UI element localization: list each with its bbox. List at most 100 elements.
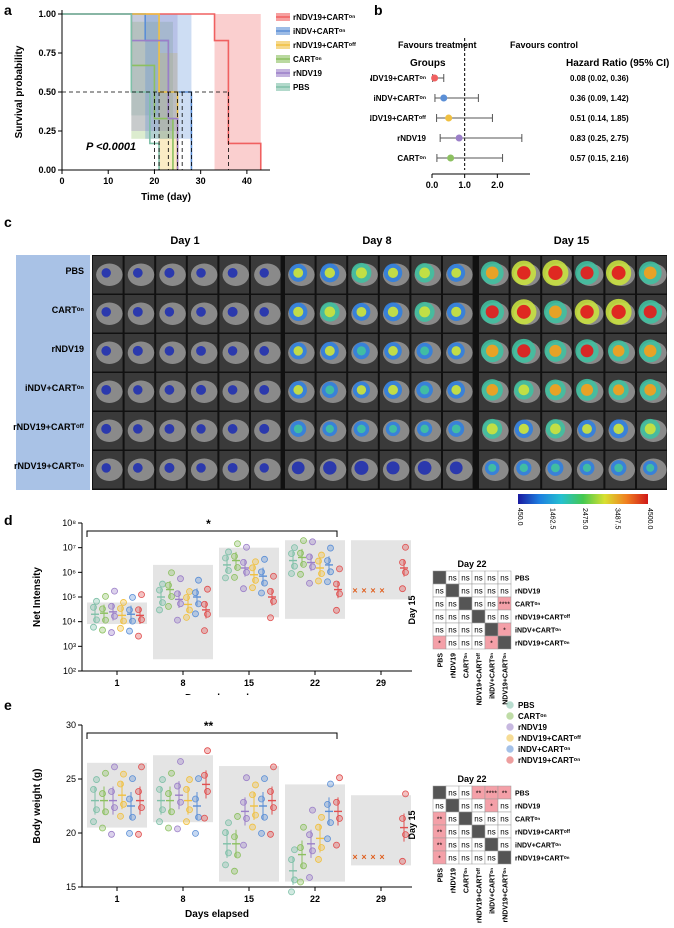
matrix-cell-text: * bbox=[490, 641, 493, 648]
matrix-cell-text: ns bbox=[448, 613, 456, 622]
data-point bbox=[300, 560, 307, 568]
matrix-cell-text: ** bbox=[437, 843, 443, 850]
significance-stars: ** bbox=[204, 719, 214, 733]
colorbar-tick-label: 3487.5 bbox=[614, 508, 621, 530]
data-point bbox=[183, 594, 190, 601]
data-point bbox=[288, 550, 295, 558]
signal-inner bbox=[549, 305, 562, 319]
data-point bbox=[252, 781, 259, 789]
signal-inner bbox=[516, 304, 531, 319]
signal-outer bbox=[227, 385, 238, 395]
data-point bbox=[120, 770, 127, 778]
x-axis-label: Time (day) bbox=[141, 192, 191, 203]
signal-outer bbox=[291, 461, 305, 475]
x-tick-label: 8 bbox=[180, 894, 185, 904]
y-tick-label: 0.75 bbox=[38, 48, 56, 58]
matrix-cell-text: ns bbox=[487, 828, 495, 837]
data-point bbox=[336, 815, 343, 822]
data-point bbox=[204, 610, 211, 618]
hr-text: 0.57 (0.15, 2.16) bbox=[570, 154, 629, 163]
signal-inner bbox=[614, 463, 623, 473]
matrix-cell-text: ns bbox=[461, 626, 469, 635]
y-tick-label: 15 bbox=[66, 882, 76, 892]
signal-inner bbox=[356, 346, 366, 356]
body-weight-chart: × × × × 15 20 25 30 1 8 15 22 29 Days elapsed Body wei… bbox=[32, 719, 412, 920]
data-point bbox=[108, 830, 115, 838]
data-point bbox=[222, 861, 229, 869]
data-point bbox=[165, 790, 172, 797]
data-point bbox=[177, 575, 184, 583]
matrix-cell-text: ns bbox=[461, 802, 469, 811]
data-point bbox=[126, 795, 133, 803]
x-tick-label: 22 bbox=[310, 678, 320, 688]
matrix-cell-text: ns bbox=[500, 613, 508, 622]
data-point bbox=[165, 603, 172, 610]
signal-outer bbox=[259, 423, 270, 434]
signal-inner bbox=[580, 344, 594, 358]
signal-outer bbox=[164, 267, 175, 278]
data-point bbox=[291, 544, 298, 552]
data-point bbox=[270, 597, 277, 605]
hazard-ratio-forest-plot: Favours treatment Favours control Groups Ha… bbox=[370, 38, 669, 190]
signal-outer bbox=[196, 345, 206, 356]
matrix-row-label: CARTᵒⁿ bbox=[515, 817, 540, 824]
data-point bbox=[90, 785, 97, 793]
signal-inner bbox=[549, 384, 562, 396]
matrix-row-label: CARTᵒⁿ bbox=[515, 602, 540, 609]
data-point bbox=[117, 780, 124, 788]
death-marker: × bbox=[361, 586, 366, 596]
data-point bbox=[336, 565, 343, 573]
matrix-cell-text: ns bbox=[487, 574, 495, 583]
signal-inner bbox=[643, 305, 657, 319]
group-box bbox=[153, 755, 213, 823]
matrix-row-label: PBS bbox=[515, 576, 530, 583]
hr-text: 0.51 (0.14, 1.85) bbox=[570, 114, 629, 123]
data-point bbox=[126, 627, 133, 635]
data-point bbox=[306, 831, 313, 839]
data-point bbox=[165, 581, 172, 589]
matrix-col-label: rNDV19 bbox=[451, 868, 458, 893]
matrix-cell-text: ns bbox=[500, 587, 508, 596]
data-point bbox=[195, 600, 202, 608]
matrix-cell bbox=[445, 798, 460, 813]
data-point bbox=[225, 849, 232, 857]
signal-outer bbox=[101, 346, 112, 356]
signal-outer bbox=[259, 307, 269, 317]
matrix-cell-text: ns bbox=[461, 613, 469, 622]
data-point bbox=[399, 857, 406, 865]
signal-inner bbox=[357, 424, 366, 434]
matrix-cell-text: ns bbox=[474, 587, 482, 596]
signal-inner bbox=[486, 383, 499, 396]
data-point bbox=[240, 841, 247, 849]
data-point bbox=[129, 594, 136, 601]
data-point bbox=[291, 846, 298, 854]
data-point bbox=[159, 806, 166, 814]
data-point bbox=[300, 862, 307, 870]
signal-outer bbox=[196, 307, 206, 317]
data-point bbox=[258, 829, 265, 837]
data-point bbox=[183, 818, 190, 826]
y-tick-label: 20 bbox=[66, 828, 76, 838]
signal-inner bbox=[643, 266, 657, 280]
data-point bbox=[201, 771, 208, 779]
signal-outer bbox=[164, 346, 175, 356]
y-tick-label: 10⁴ bbox=[62, 617, 76, 627]
signal-inner bbox=[486, 423, 498, 435]
hr-point bbox=[445, 114, 453, 122]
matrix-row-label: rNDV19 bbox=[515, 589, 540, 596]
legend-label: rNDV19 bbox=[518, 723, 547, 732]
matrix-cell-text: ns bbox=[487, 613, 495, 622]
data-point bbox=[300, 823, 307, 831]
data-point bbox=[192, 589, 199, 597]
hr-text: 0.08 (0.02, 0.36) bbox=[570, 74, 629, 83]
signal-inner bbox=[582, 423, 592, 434]
matrix-cell-text: ** bbox=[437, 817, 443, 824]
matrix-cell-text: ** bbox=[437, 830, 443, 837]
forest-group-label: CARTᵒⁿ bbox=[397, 154, 426, 163]
signal-inner bbox=[293, 306, 304, 317]
signal-inner bbox=[548, 265, 563, 281]
data-point bbox=[324, 557, 331, 564]
data-point bbox=[240, 585, 247, 593]
matrix-cell-text: ** bbox=[476, 791, 482, 798]
legend-marker bbox=[506, 712, 514, 720]
